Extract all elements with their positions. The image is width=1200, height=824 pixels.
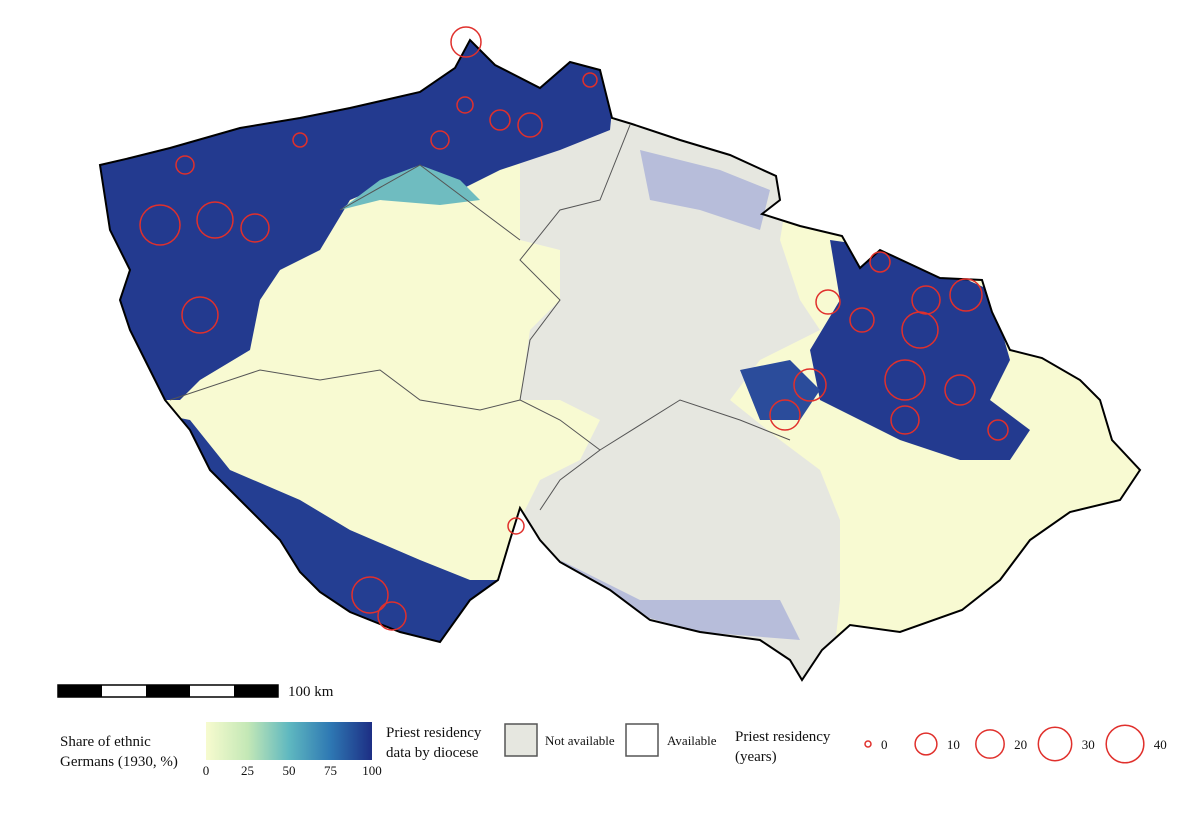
legend-swatch — [504, 723, 538, 757]
scale-bar: 100 km — [57, 684, 334, 700]
country — [98, 26, 1142, 682]
size-key — [1037, 726, 1073, 762]
size-label: 10 — [947, 737, 960, 752]
unavailable-diocese — [520, 120, 840, 680]
legend-label: Not available — [545, 733, 615, 748]
color-bar-tick: 75 — [324, 763, 337, 778]
legend-title: Germans (1930, %) — [60, 754, 178, 770]
color-bar-tick: 25 — [241, 763, 254, 778]
residency-circles — [139, 26, 1009, 631]
size-label: 0 — [881, 737, 888, 752]
legend-title: Priest residency — [735, 729, 831, 745]
size-key — [1105, 724, 1145, 764]
color-bar-tick: 0 — [203, 763, 210, 778]
size-label: 40 — [1154, 737, 1167, 752]
legend-label: Available — [667, 733, 717, 748]
legend-title: Priest residency — [386, 725, 482, 741]
mixed-region — [640, 150, 770, 230]
size-key — [914, 732, 938, 756]
color-bar-tick: 100 — [362, 763, 382, 778]
scale-label: 100 km — [288, 684, 334, 700]
legend-title: Share of ethnic — [60, 734, 151, 750]
country-border — [98, 38, 1142, 682]
german-region — [340, 165, 480, 210]
legend-title: (years) — [735, 749, 777, 765]
size-key — [975, 729, 1005, 759]
size-label: 30 — [1082, 737, 1095, 752]
legend-title: data by diocese — [386, 745, 479, 761]
color-bar-tick: 50 — [283, 763, 296, 778]
german-region — [740, 360, 820, 420]
size-key — [864, 740, 872, 748]
german-region — [810, 240, 1030, 460]
mixed-region — [560, 560, 800, 640]
size-label: 20 — [1014, 737, 1027, 752]
legend: Share of ethnic Germans (1930, %) Priest… — [60, 722, 1167, 778]
diocese-border — [169, 124, 791, 511]
legend-swatch — [625, 723, 659, 757]
color-bar — [206, 722, 372, 760]
